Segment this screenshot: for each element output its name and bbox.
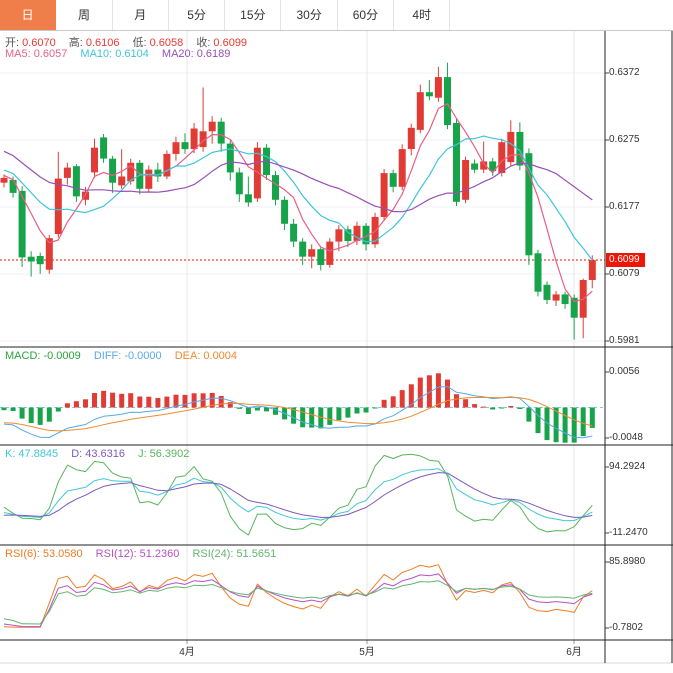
ohlc-header: 开: 0.6070 高: 0.6106 低: 0.6058 收: 0.6099 [5,34,250,50]
price-axis-label-3: 0.6177 [609,201,640,212]
rsi12-value: 51.2360 [139,548,180,560]
tab-15min[interactable]: 15分 [225,0,282,30]
high-label: 高: [68,37,83,49]
rsi-header: RSI(6): 53.0580 RSI(12): 51.2360 RSI(24): 5… [5,548,279,560]
tab-60min[interactable]: 60分 [337,0,395,30]
ma5-value: 0.6057 [33,48,68,60]
tab-4hour[interactable]: 4时 [394,0,451,30]
rsi24-value: 51.5651 [236,548,277,560]
current-price-badge: 0.6099 [606,253,645,267]
tabbar-filler [450,0,673,30]
price-axis-label-5: 0.5981 [609,335,640,346]
month-label-may: 5月 [359,647,375,658]
kdj-header: K: 47.8845 D: 43.6316 J: 56.3902 [5,448,192,460]
kdj-axis-min: -11.2470 [609,527,648,538]
open-label: 开: [5,37,20,49]
tab-day[interactable]: 日 [0,0,57,30]
price-axis-label-2: 0.6275 [609,134,640,145]
tab-5min[interactable]: 5分 [168,0,226,30]
k-value: 47.8845 [18,448,59,460]
j-value: 56.3902 [149,448,190,460]
macd-axis-min: -0.0048 [609,432,643,443]
ma10-value: 0.6104 [115,48,149,60]
d-label: D: [71,448,83,460]
macd-label: MACD: [5,350,41,362]
rsi6-value: 53.0580 [42,548,83,560]
tab-month[interactable]: 月 [112,0,169,30]
close-value: 0.6099 [213,37,248,49]
ma5-label: MA5: [5,48,31,60]
ma-header: MA5: 0.6057 MA10: 0.6104 MA20: 0.6189 [5,48,233,60]
ma10-label: MA10: [80,48,113,60]
high-value: 0.6106 [85,37,120,49]
month-label-june: 6月 [566,647,582,658]
rsi-axis-max: 85.8980 [609,556,646,567]
rsi12-label: RSI(12): [95,548,137,560]
kdj-axis-max: 94.2924 [609,461,646,472]
price-axis-label-1: 0.6372 [609,67,640,78]
ma20-label: MA20: [161,48,194,60]
close-label: 收: [196,37,211,49]
low-value: 0.6058 [149,37,184,49]
diff-label: DIFF: [93,350,122,362]
open-value: 0.6070 [22,37,56,49]
macd-axis-max: 0.0056 [609,366,640,377]
diff-value: -0.0000 [124,350,162,362]
dea-label: DEA: [174,350,201,362]
interval-tabbar: 日 周 月 5分 15分 30分 60分 4时 [0,0,673,31]
d-value: 43.6316 [85,448,125,460]
macd-header: MACD: -0.0009 DIFF: -0.0000 DEA: 0.0004 [5,350,240,362]
rsi6-label: RSI(6): [5,548,40,560]
macd-value: -0.0009 [43,350,81,362]
j-label: J: [138,448,147,460]
tab-30min[interactable]: 30分 [281,0,338,30]
dea-value: 0.0004 [203,350,238,362]
price-axis-label-4: 0.6079 [609,268,640,279]
tab-week[interactable]: 周 [56,0,113,30]
low-label: 低: [132,37,147,49]
ma20-value: 0.6189 [196,48,231,60]
month-label-april: 4月 [179,647,195,658]
rsi24-label: RSI(24): [192,548,234,560]
k-label: K: [5,448,16,460]
rsi-axis-min: -0.7802 [609,622,643,633]
